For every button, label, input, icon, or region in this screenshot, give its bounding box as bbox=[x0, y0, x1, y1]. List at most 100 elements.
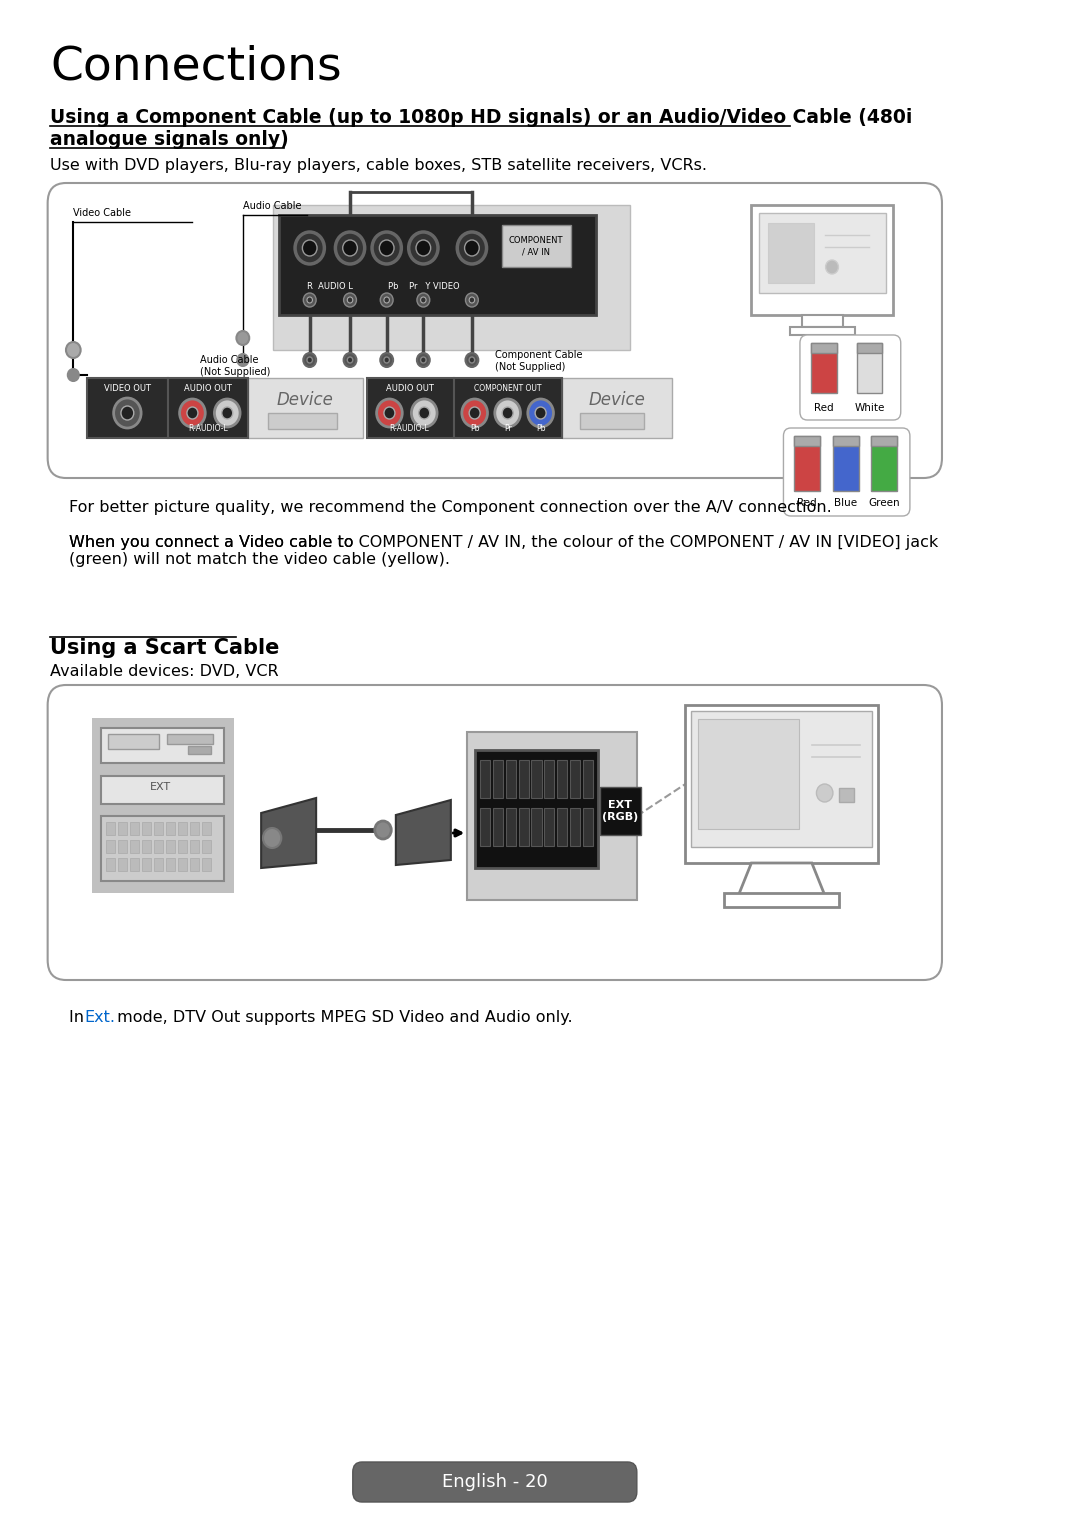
Circle shape bbox=[528, 399, 553, 427]
Bar bbox=[699, 718, 799, 829]
Bar bbox=[752, 205, 893, 314]
Bar bbox=[544, 808, 554, 846]
Bar bbox=[143, 840, 151, 854]
Polygon shape bbox=[261, 797, 316, 867]
Bar bbox=[87, 378, 167, 437]
Circle shape bbox=[420, 298, 427, 302]
Bar bbox=[686, 705, 878, 863]
Text: COMPONENT
/ AV IN: COMPONENT / AV IN bbox=[509, 235, 564, 257]
Circle shape bbox=[411, 399, 437, 427]
Text: Device: Device bbox=[276, 390, 334, 409]
Bar bbox=[600, 787, 642, 835]
Circle shape bbox=[343, 293, 356, 307]
Bar bbox=[505, 760, 516, 797]
Bar bbox=[474, 750, 598, 867]
Bar bbox=[166, 734, 213, 744]
Circle shape bbox=[307, 298, 312, 302]
Circle shape bbox=[66, 342, 81, 358]
Bar bbox=[768, 223, 813, 283]
Bar bbox=[143, 822, 151, 835]
Bar bbox=[759, 213, 886, 293]
Circle shape bbox=[348, 298, 353, 302]
Bar bbox=[492, 760, 503, 797]
Bar bbox=[839, 788, 854, 802]
Bar bbox=[570, 760, 580, 797]
Bar bbox=[691, 711, 873, 848]
FancyBboxPatch shape bbox=[783, 428, 910, 516]
Text: English - 20: English - 20 bbox=[442, 1473, 548, 1492]
Text: AUDIO OUT: AUDIO OUT bbox=[386, 384, 433, 393]
Bar bbox=[143, 858, 151, 870]
Text: Audio Cable: Audio Cable bbox=[243, 201, 301, 211]
Bar bbox=[154, 840, 163, 854]
Text: mode, DTV Out supports MPEG SD Video and Audio only.: mode, DTV Out supports MPEG SD Video and… bbox=[112, 1010, 572, 1025]
Circle shape bbox=[495, 399, 521, 427]
Polygon shape bbox=[739, 863, 825, 895]
Bar bbox=[518, 760, 529, 797]
Bar bbox=[178, 822, 187, 835]
Text: White: White bbox=[854, 403, 885, 413]
Circle shape bbox=[417, 293, 430, 307]
Bar bbox=[801, 314, 843, 327]
Bar bbox=[130, 858, 139, 870]
Text: Audio Cable
(Not Supplied): Audio Cable (Not Supplied) bbox=[200, 355, 270, 377]
Bar bbox=[118, 840, 127, 854]
Bar bbox=[789, 327, 855, 336]
Text: Use with DVD players, Blu-ray players, cable boxes, STB satellite receivers, VCR: Use with DVD players, Blu-ray players, c… bbox=[51, 158, 707, 173]
Bar bbox=[811, 343, 837, 352]
Bar bbox=[531, 760, 541, 797]
Bar bbox=[502, 225, 571, 267]
Bar bbox=[583, 808, 593, 846]
Circle shape bbox=[816, 784, 833, 802]
Text: Connections: Connections bbox=[51, 46, 342, 90]
Bar bbox=[833, 436, 859, 447]
Circle shape bbox=[416, 240, 431, 257]
Bar bbox=[190, 840, 199, 854]
Polygon shape bbox=[396, 801, 450, 864]
Bar bbox=[106, 840, 116, 854]
Bar bbox=[190, 822, 199, 835]
Circle shape bbox=[238, 354, 248, 366]
Bar bbox=[100, 728, 225, 763]
Text: Red: Red bbox=[797, 498, 818, 507]
Bar bbox=[492, 808, 503, 846]
Bar bbox=[505, 808, 516, 846]
Circle shape bbox=[303, 352, 316, 368]
Circle shape bbox=[68, 369, 79, 381]
Circle shape bbox=[343, 352, 356, 368]
Bar bbox=[167, 378, 248, 437]
Circle shape bbox=[383, 407, 395, 419]
Bar bbox=[811, 343, 837, 393]
Text: Pb    Pr   Y VIDEO: Pb Pr Y VIDEO bbox=[388, 283, 459, 292]
Circle shape bbox=[221, 407, 233, 419]
Bar bbox=[531, 808, 541, 846]
Bar bbox=[833, 436, 859, 491]
Circle shape bbox=[113, 398, 141, 428]
Circle shape bbox=[383, 357, 390, 363]
FancyBboxPatch shape bbox=[48, 182, 942, 478]
Bar bbox=[106, 822, 116, 835]
Bar bbox=[583, 760, 593, 797]
Bar bbox=[130, 840, 139, 854]
Text: Red: Red bbox=[814, 403, 834, 413]
Text: EXT: EXT bbox=[150, 782, 171, 791]
Bar bbox=[795, 436, 820, 491]
Bar bbox=[269, 413, 337, 428]
Bar bbox=[481, 760, 490, 797]
Circle shape bbox=[417, 352, 430, 368]
Text: When you connect a Video cable to: When you connect a Video cable to bbox=[69, 535, 359, 550]
FancyBboxPatch shape bbox=[800, 336, 901, 419]
Circle shape bbox=[302, 240, 318, 257]
Bar bbox=[178, 840, 187, 854]
Text: analogue signals only): analogue signals only) bbox=[51, 131, 289, 149]
Text: R-AUDIO-L: R-AUDIO-L bbox=[390, 424, 430, 433]
Text: Available devices: DVD, VCR: Available devices: DVD, VCR bbox=[51, 664, 279, 679]
Bar bbox=[872, 436, 897, 447]
Bar bbox=[468, 732, 637, 899]
Bar bbox=[154, 858, 163, 870]
Circle shape bbox=[420, 357, 427, 363]
Bar bbox=[795, 436, 820, 447]
Text: When you connect a Video cable to COMPONENT / AV IN, the colour of the COMPONENT: When you connect a Video cable to COMPON… bbox=[69, 535, 937, 568]
Circle shape bbox=[469, 298, 474, 302]
Circle shape bbox=[462, 399, 487, 427]
